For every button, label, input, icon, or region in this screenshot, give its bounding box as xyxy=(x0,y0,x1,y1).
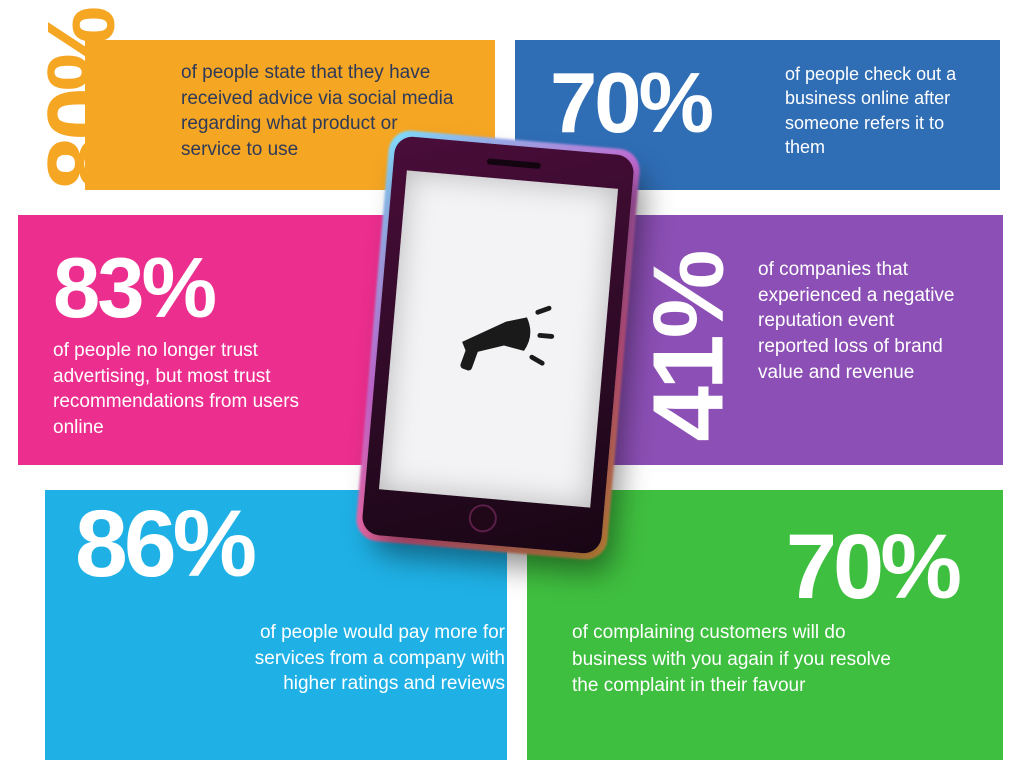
infographic-canvas: of people state that they have received … xyxy=(0,0,1024,778)
phone-body xyxy=(361,135,635,554)
panel-83-desc: of people no longer trust advertising, b… xyxy=(53,338,333,441)
phone-home-button xyxy=(468,503,498,533)
phone-illustration xyxy=(361,135,635,554)
panel-41-desc: of companies that experienced a negative… xyxy=(758,257,968,385)
panel-86-pct: 86% xyxy=(75,490,253,599)
phone-earpiece xyxy=(487,158,541,169)
panel-83-pct: 83% xyxy=(53,240,408,338)
panel-80-pct: 80% xyxy=(27,10,137,190)
panel-70-checkout-desc: of people check out a business online af… xyxy=(785,62,975,159)
phone-screen xyxy=(379,170,618,507)
megaphone-icon xyxy=(434,274,564,404)
panel-70-complaints-pct: 70% xyxy=(572,515,958,620)
panel-41-pct: 41% xyxy=(632,253,747,441)
panel-70-checkout-pct: 70% xyxy=(550,55,711,153)
panel-70-complaints-desc: of complaining customers will do busines… xyxy=(572,620,902,700)
panel-86-desc: of people would pay more for services fr… xyxy=(235,620,505,697)
